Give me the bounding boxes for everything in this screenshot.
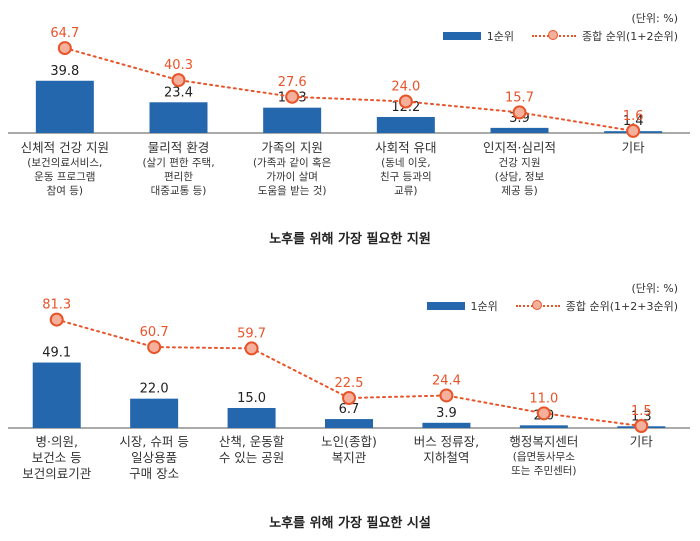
bar (490, 127, 549, 133)
legend-bar-swatch (426, 302, 465, 310)
chart-plot-support: 39.823.419.312.23.91.464.740.327.624.015… (8, 26, 690, 138)
tick-label: 산책, 운동할 수 있는 공원 (218, 434, 285, 465)
tick-label: 버스 정류장, 지하철역 (413, 434, 480, 465)
legend-item-line: 종합 순위(1+2순위) (531, 28, 678, 44)
line-value-label: 11.0 (529, 391, 558, 406)
line-value-label: 40.3 (164, 58, 193, 73)
line-value-label: 1.5 (631, 404, 652, 419)
legend: 1순위 종합 순위(1+2+3순위) (417, 298, 678, 314)
series-line (63, 47, 635, 132)
bar (519, 425, 568, 428)
bar (376, 116, 435, 133)
bar (130, 398, 179, 428)
legend: 1순위 종합 순위(1+2순위) (433, 28, 678, 44)
tick-label: 노인(종합) 복지관 (321, 434, 377, 465)
tick-label: 기타 (629, 434, 653, 449)
line-value-label: 24.4 (432, 373, 461, 388)
bar-value-label: 6.7 (339, 402, 360, 417)
chart-title: 노후를 위해 가장 필요한 지원 (269, 232, 431, 247)
bar-value-label: 39.8 (50, 64, 79, 79)
bar (35, 80, 94, 133)
legend-line-swatch (531, 30, 576, 42)
line-point (398, 94, 413, 109)
bar (149, 102, 208, 133)
line-value-label: 81.3 (42, 298, 71, 313)
line-point (634, 419, 649, 433)
line-value-label: 60.7 (140, 325, 169, 340)
line-value-label: 59.7 (237, 326, 266, 341)
line-point (57, 41, 72, 56)
bar-value-label: 22.0 (140, 382, 169, 397)
line-value-label: 1.6 (623, 109, 644, 124)
line-point (626, 123, 641, 138)
line-point (244, 341, 259, 356)
tick-label: 물리적 환경 (살기 편한 주택, 편리한 대중교통 등) (142, 140, 215, 197)
line-point (285, 89, 300, 104)
bar (227, 408, 276, 428)
tick-label: 기타 (621, 140, 645, 155)
bar-value-label: 3.9 (436, 406, 457, 421)
legend-item-line: 종합 순위(1+2+3순위) (515, 298, 678, 314)
chart-title: 노후를 위해 가장 필요한 시설 (269, 516, 431, 531)
chart-panel-facility: (단위: %) 1순위 종합 순위(1+2+3순위) 49.1 22.0 15.0 6… (0, 270, 700, 541)
legend-label-bar: 1순위 (486, 30, 514, 43)
bar (263, 107, 322, 133)
tick-label: 병·의원, 보건소 등 보건의료기관 (22, 434, 92, 481)
chart-plot-facility: 49.122.015.06.73.92.01.381.360.759.722.5… (8, 298, 690, 433)
bar (422, 422, 471, 428)
tick-label: 시장, 슈퍼 등 일상용품 구매 장소 (119, 434, 189, 481)
line-point (49, 312, 64, 327)
line-point (171, 73, 186, 88)
legend-item-bar: 1순위 (426, 298, 498, 314)
bar-value-label: 23.4 (164, 85, 193, 100)
bar-value-label: 1.3 (631, 409, 652, 424)
legend-item-bar: 1순위 (442, 28, 514, 44)
bar (325, 419, 373, 428)
bar-value-label: 15.0 (237, 391, 266, 406)
tick-label: 가족의 지원 (가족과 같이 혹은 가까이 살며 도움을 받는 것) (252, 140, 332, 197)
legend-label-line: 종합 순위(1+2순위) (581, 30, 678, 43)
line-value-label: 15.7 (505, 90, 534, 105)
tick-label: 사회적 유대 (동네 이웃, 친구 등과의 교류) (375, 140, 437, 197)
tick-label: 행정복지센터 (읍면동사무소 또는 주민센터) (509, 434, 579, 477)
line-value-label: 22.5 (335, 376, 364, 391)
unit-label: (단위: %) (631, 12, 678, 25)
chart-panel-support: (단위: %) 1순위 종합 순위(1+2순위) 39.823.419.312.… (0, 0, 700, 270)
unit-label: (단위: %) (631, 282, 678, 295)
line-value-label: 27.6 (278, 75, 307, 90)
bar-value-label: 1.4 (623, 114, 644, 129)
tick-label: 인지적·심리적 건강 지원 (상담, 정보 제공 등) (483, 140, 556, 197)
line-point (342, 391, 356, 405)
tick-label: 신체적 건강 지원 (보건의료서비스, 운동 프로그램 참여 등) (20, 140, 110, 197)
line-point (439, 388, 454, 403)
line-point (512, 105, 527, 120)
line-value-label: 24.0 (391, 80, 420, 95)
line-value-label: 64.7 (50, 26, 79, 41)
line-point (536, 406, 551, 421)
legend-label-line: 종합 순위(1+2+3순위) (565, 300, 678, 313)
line-point (147, 340, 162, 355)
legend-line-swatch (515, 300, 560, 312)
bar (32, 362, 81, 428)
bar-value-label: 49.1 (42, 346, 71, 361)
legend-bar-swatch (442, 32, 481, 40)
legend-label-bar: 1순위 (470, 300, 498, 313)
